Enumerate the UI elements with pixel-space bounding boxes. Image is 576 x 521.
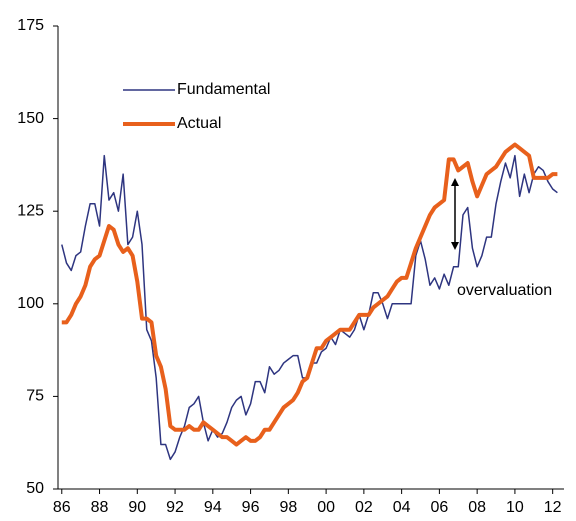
data-line bbox=[61, 142, 558, 447]
y-tick-label: 150 bbox=[17, 110, 44, 127]
x-tick-label: 96 bbox=[242, 499, 260, 516]
data-line bbox=[61, 154, 558, 461]
y-tick-label: 75 bbox=[26, 388, 44, 405]
x-tick-label: 88 bbox=[91, 499, 109, 516]
x-tick-label: 04 bbox=[393, 499, 411, 516]
x-tick-label: 06 bbox=[430, 499, 448, 516]
x-tick-label: 86 bbox=[53, 499, 71, 516]
y-tick-label: 175 bbox=[17, 17, 44, 34]
x-tick-label: 02 bbox=[355, 499, 373, 516]
legend-label: Actual bbox=[177, 115, 221, 132]
annotation: overvaluation bbox=[457, 282, 552, 299]
x-tick-label: 92 bbox=[166, 499, 184, 516]
legend-label: Fundamental bbox=[177, 81, 270, 98]
y-tick-label: 125 bbox=[17, 202, 44, 219]
y-tick-label: 50 bbox=[26, 480, 44, 497]
x-tick-label: 10 bbox=[506, 499, 524, 516]
x-tick-label: 94 bbox=[204, 499, 222, 516]
x-tick-label: 08 bbox=[468, 499, 486, 516]
y-tick-label: 100 bbox=[17, 295, 44, 312]
x-tick-label: 12 bbox=[544, 499, 562, 516]
x-tick-label: 90 bbox=[128, 499, 146, 516]
x-tick-label: 98 bbox=[279, 499, 297, 516]
x-tick-label: 00 bbox=[317, 499, 335, 516]
